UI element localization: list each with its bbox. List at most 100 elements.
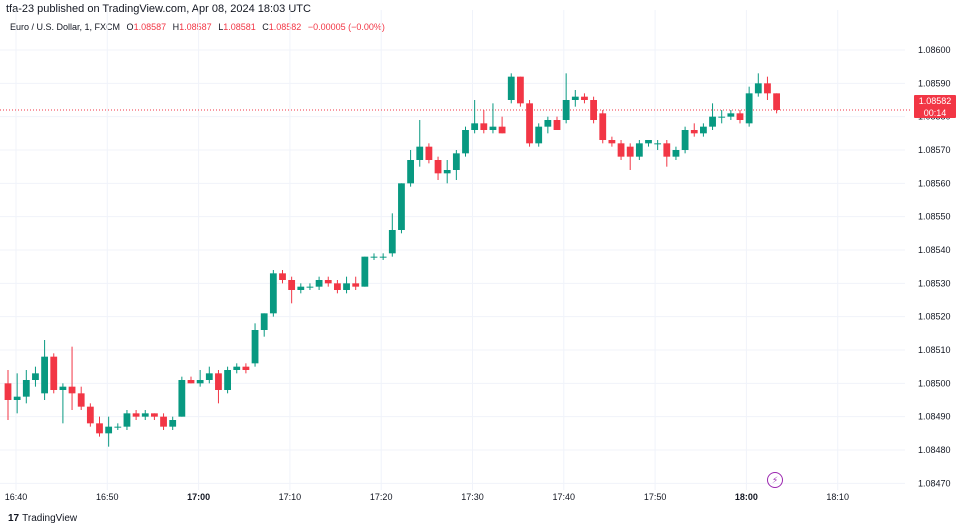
candle [727,110,735,120]
candle [251,323,259,367]
candle-body [608,140,616,144]
candle [169,416,177,430]
candle-body [416,146,424,160]
candle-body [590,100,597,120]
x-tick-label: 17:30 [461,492,484,502]
y-tick-label: 1.08590 [918,78,951,88]
candle [279,270,286,284]
candle-body [635,143,643,157]
candle-body [4,383,12,400]
candle [489,103,497,134]
candle-body [343,283,350,290]
candle [13,373,21,414]
candle-body [681,130,689,150]
symbol-title[interactable]: Euro / U.S. Dollar, 1, FXCM [10,22,121,32]
candle [709,103,716,130]
candle-body [736,113,744,120]
y-tick-label: 1.08500 [918,378,951,388]
candle [626,143,634,170]
candle [462,126,469,157]
open-label: O [126,22,134,32]
candle-body [489,126,497,130]
grid-lines [0,10,905,490]
change-value: −0.00005 (−0.00%) [307,22,385,32]
candle [224,366,231,394]
brand-name: TradingView [22,513,78,524]
candle-body [526,103,533,144]
x-tick-label: 17:10 [279,492,302,502]
candle [132,410,140,420]
candle [297,283,305,294]
high-label: H [172,22,180,32]
candle-body [41,356,48,394]
lightning-icon[interactable]: ⚡ [767,472,783,488]
low-value: 1.08581 [223,22,256,32]
candle [22,370,30,404]
candle-body [553,120,561,130]
candle [645,140,652,147]
candle-body [407,160,414,184]
candle [4,370,12,420]
candle [352,276,360,290]
candle-body [370,256,378,258]
y-tick-label: 1.08530 [918,278,951,288]
candle [764,76,771,100]
x-tick-label: 16:40 [5,492,28,502]
candle-body [452,153,460,170]
candle-body [462,130,469,154]
candle [50,353,58,394]
ohlc-legend: Euro / U.S. Dollar, 1, FXCM O1.08587 H 1.… [10,22,385,32]
candle [187,376,195,384]
candle [315,276,323,290]
candle-body [96,423,103,434]
candle [114,423,122,430]
candle-body [434,160,442,174]
candle-body [562,100,570,120]
candle-body [114,426,122,428]
open-value: 1.08587 [133,22,167,32]
candle-body [535,126,543,144]
candle [700,123,707,137]
candle-body [251,330,259,364]
candle [379,253,387,260]
candle [123,410,131,430]
candle-body [700,126,707,134]
candle-body [718,116,726,118]
candle [498,116,506,134]
candle-body [151,413,158,417]
candle-body [443,170,451,174]
close-value: 1.08582 [268,22,302,32]
tradingview-brand[interactable]: 17 TradingView [8,513,77,524]
candle-body [471,123,479,130]
candle-body [215,373,222,390]
published-line: tfa-23 published on TradingView.com, Apr… [6,3,311,15]
candle [416,120,424,167]
y-tick-label: 1.08570 [918,145,951,155]
candle [562,73,570,124]
candle [205,366,213,384]
time-axis[interactable]: 16:40 16:50 17:00 17:10 17:20 17:30 17:40 17:50… [5,492,849,502]
candle [544,116,552,134]
candle [507,73,515,104]
candle [590,96,597,124]
candle [654,140,662,150]
candle-body [205,373,213,380]
candle-body [425,146,433,160]
candle-body [379,256,387,258]
y-tick-label: 1.08520 [918,312,951,322]
candle-body [517,76,524,104]
candle-body [269,273,277,314]
candle-body [315,280,323,287]
price-axis[interactable]: 1.086001.085901.085801.085701.085601.085… [918,45,951,488]
candle-body [581,96,588,100]
candle-body [388,230,396,254]
candle-body [105,426,113,434]
candle [178,376,186,417]
candle [754,73,762,97]
candle-body [745,93,753,124]
candle-body [50,356,58,390]
candle-body [626,146,634,157]
candle-body [361,256,369,287]
candle-body [260,313,268,330]
